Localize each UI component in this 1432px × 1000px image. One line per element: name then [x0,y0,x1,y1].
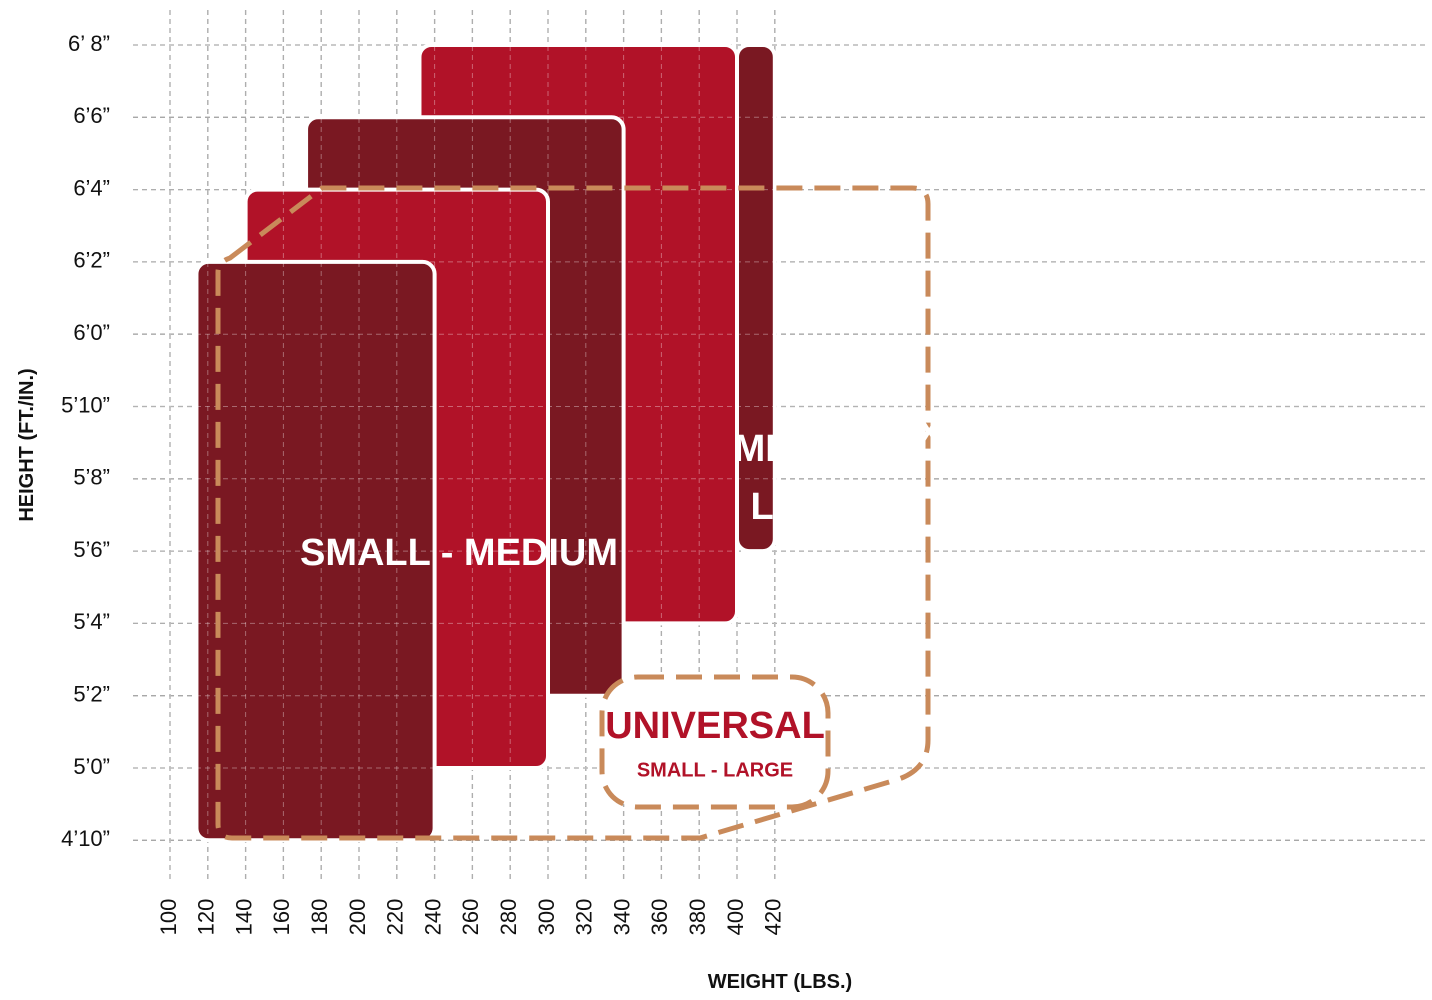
x-tick-label: 120 [194,899,219,936]
axis-ticks: 6’ 8” 6’6” 6’4” 6’2” 6’0” 5’10” 5’8” 5’6” 5’4” 5’… [61,31,786,936]
region-label-line: X-LARGE [917,412,1088,454]
y-tick-label: 6’2” [73,248,110,273]
universal-subtitle: SMALL - LARGE [637,759,793,781]
x-tick-label: 360 [647,899,672,936]
universal-badge [599,674,831,810]
y-tick-label: 5’6” [73,537,110,562]
x-tick-label: 160 [269,899,294,936]
universal-title: UNIVERSAL [605,705,825,747]
x-tick-label: 420 [761,899,786,936]
x-tick-label: 200 [345,899,370,936]
region-label-line: SMALL - MEDIUM [300,532,618,574]
region-label: 2XL - 3XL [1325,220,1363,374]
x-tick-label: 280 [496,899,521,936]
x-tick-label: 320 [572,899,597,936]
y-tick-label: 6’ 8” [68,31,110,56]
y-tick-label: 5’4” [73,609,110,634]
y-axis-title: HEIGHT (FT./IN.) [16,368,38,521]
size-regions [133,10,1428,880]
x-tick-label: 220 [383,899,408,936]
x-tick-label: 180 [307,899,332,936]
x-tick-label: 140 [231,899,256,936]
region-label-line: LARGE [751,486,884,528]
y-tick-label: 5’0” [73,754,110,779]
region-label-line: MEDIUM- [734,428,901,470]
size-region [735,43,777,554]
y-tick-label: 6’0” [73,320,110,345]
x-tick-label: 240 [420,899,445,936]
x-tick-label: 260 [458,899,483,936]
x-tick-label: 380 [685,899,710,936]
region-label-line: LARGE- [929,356,1075,398]
y-tick-label: 6’6” [73,103,110,128]
y-tick-label: 5’10” [61,392,110,417]
x-tick-label: 100 [156,899,181,936]
y-tick-label: 4’10” [61,826,110,851]
x-axis-title: WEIGHT (LBS.) [708,971,852,993]
y-tick-label: 5’8” [73,465,110,490]
x-tick-label: 300 [534,899,559,936]
x-tick-label: 400 [723,899,748,936]
x-tick-label: 340 [609,899,634,936]
y-tick-label: 6’4” [73,175,110,200]
region-labels: 2XL - 3XL X-LARGE- 2X-LARGE LARGE- X-LARGE ME… [300,220,1363,810]
region-label-line: X-LARGE- [1105,281,1289,323]
y-tick-label: 5’2” [73,682,110,707]
region-label-line: 2X-LARGE [1101,337,1293,379]
